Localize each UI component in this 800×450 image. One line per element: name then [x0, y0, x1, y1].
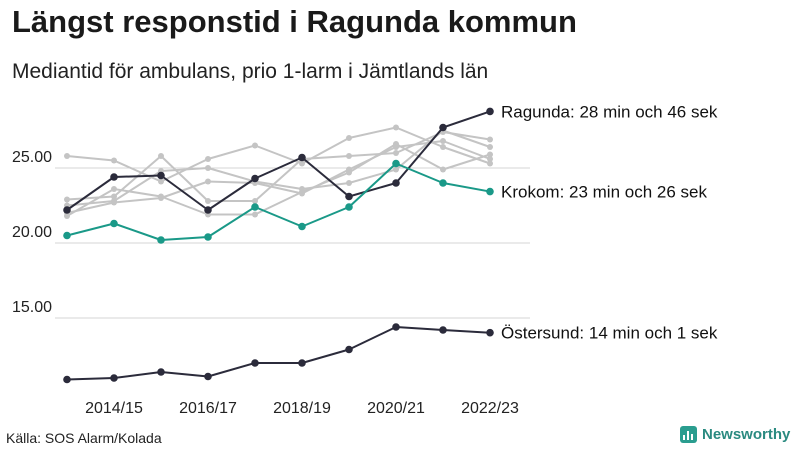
- y-tick-label: 15.00: [12, 299, 52, 316]
- data-point: [346, 135, 352, 141]
- data-point: [393, 141, 399, 147]
- series-labels: Ragunda: 28 min och 46 sek Krokom: 23 min…: [501, 102, 718, 342]
- data-point: [205, 165, 211, 171]
- data-point: [346, 153, 352, 159]
- data-point: [157, 368, 165, 376]
- data-point: [158, 193, 164, 200]
- data-point: [439, 326, 447, 334]
- x-axis-ticks: 2014/15 2016/17 2018/19 2020/21 2022/23: [85, 400, 519, 417]
- data-point: [487, 136, 493, 143]
- data-point: [487, 151, 493, 158]
- data-point: [345, 203, 353, 211]
- bar-chart-logo-icon: [680, 426, 697, 443]
- series-line-ostersund: [66, 326, 491, 381]
- data-point: [205, 178, 211, 185]
- data-point: [439, 123, 447, 132]
- brand-logo: Newsworthy: [680, 426, 790, 443]
- data-point: [252, 211, 258, 218]
- y-tick-label: 25.00: [12, 149, 52, 166]
- series-line-krokom: [66, 162, 491, 241]
- data-point: [487, 156, 493, 162]
- data-point: [298, 153, 306, 162]
- series-label-ostersund: Östersund: 14 min och 1 sek: [501, 324, 718, 343]
- data-point: [251, 203, 259, 211]
- data-point: [205, 198, 211, 204]
- chart-title: Längst responstid i Ragunda kommun: [12, 4, 577, 39]
- data-point: [204, 233, 212, 241]
- data-point: [63, 375, 71, 384]
- x-tick-label: 2014/15: [85, 400, 143, 417]
- y-tick-label: 20.00: [12, 224, 52, 241]
- brand-name: Newsworthy: [702, 426, 791, 443]
- y-axis-ticks: 15.00 20.00 25.00: [12, 149, 52, 316]
- x-tick-label: 2018/19: [273, 400, 331, 417]
- data-point: [158, 178, 164, 185]
- data-point: [298, 359, 306, 367]
- data-point: [204, 372, 212, 381]
- data-point: [158, 153, 164, 159]
- data-point: [440, 138, 446, 144]
- x-tick-label: 2016/17: [179, 400, 237, 417]
- data-point: [393, 166, 399, 173]
- data-point: [486, 107, 494, 116]
- data-point: [392, 179, 400, 187]
- data-point: [111, 157, 117, 164]
- data-point: [345, 192, 353, 201]
- chart-subtitle: Mediantid för ambulans, prio 1-larm i Jä…: [12, 60, 489, 83]
- data-point: [64, 196, 70, 203]
- data-point: [393, 150, 399, 156]
- highlighted-series: [63, 107, 494, 384]
- data-point: [487, 144, 493, 150]
- x-tick-label: 2020/21: [367, 400, 425, 417]
- series-label-krokom: Krokom: 23 min och 26 sek: [501, 183, 707, 202]
- data-point: [392, 323, 400, 331]
- data-point: [345, 345, 353, 354]
- data-point: [157, 236, 165, 244]
- background-series: [64, 124, 493, 219]
- data-point: [393, 124, 399, 131]
- data-point: [346, 169, 352, 176]
- series-line-other1: [66, 126, 491, 183]
- data-point: [111, 193, 117, 200]
- data-point: [251, 359, 259, 367]
- series-label-ragunda: Ragunda: 28 min och 46 sek: [501, 102, 718, 121]
- data-point: [204, 206, 212, 214]
- data-point: [63, 231, 71, 240]
- data-point: [487, 160, 493, 167]
- data-point: [486, 187, 494, 196]
- source-note: Källa: SOS Alarm/Kolada: [6, 430, 162, 446]
- data-point: [64, 153, 70, 159]
- data-point: [299, 186, 305, 192]
- data-point: [111, 198, 117, 204]
- data-point: [299, 160, 305, 167]
- data-point: [111, 186, 117, 192]
- data-point: [346, 180, 352, 186]
- data-point: [298, 222, 306, 231]
- data-point: [252, 198, 258, 204]
- series-line-other3: [66, 140, 491, 214]
- data-point: [251, 174, 259, 183]
- data-point: [205, 156, 211, 162]
- data-point: [439, 179, 447, 187]
- data-point: [63, 206, 71, 214]
- data-point: [440, 144, 446, 150]
- data-point: [252, 142, 258, 149]
- data-point: [64, 213, 70, 219]
- data-point: [110, 219, 118, 228]
- data-point: [110, 173, 118, 181]
- data-point: [157, 171, 165, 180]
- data-point: [110, 374, 118, 382]
- data-point: [440, 166, 446, 173]
- data-point: [392, 159, 400, 168]
- series-line-other5: [66, 129, 491, 207]
- series-line-ragunda: [66, 110, 491, 211]
- x-tick-label: 2022/23: [461, 400, 519, 417]
- data-point: [486, 328, 494, 337]
